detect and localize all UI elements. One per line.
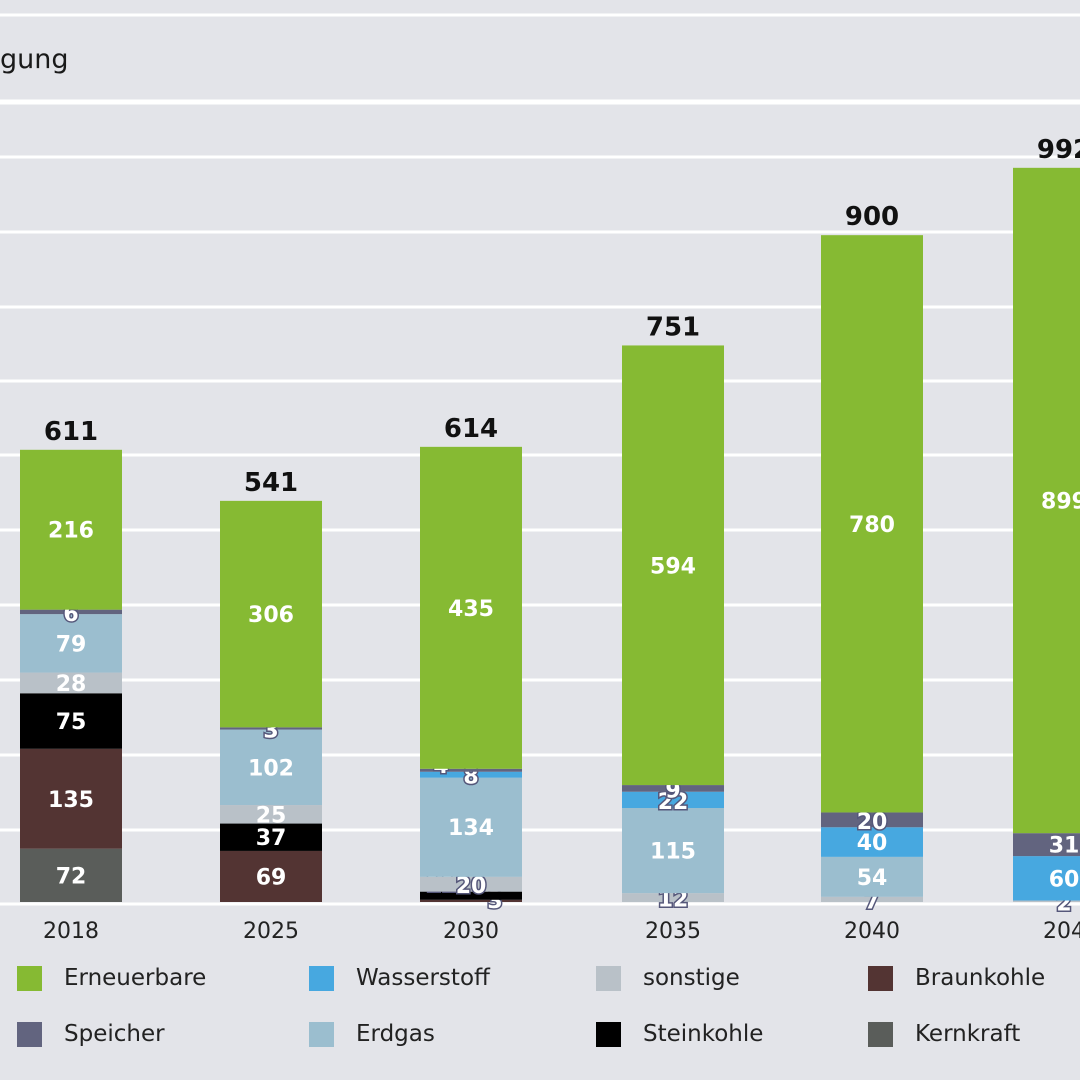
total-label: 900 (845, 202, 899, 232)
x-tick-label: 2025 (243, 919, 299, 944)
segment-label: 135 (48, 788, 94, 813)
bar-segment (622, 893, 724, 902)
bar-segment (220, 823, 322, 851)
segment-label: 216 (48, 519, 94, 544)
bar-segment (20, 693, 122, 749)
segment-label: 69 (256, 865, 287, 890)
segment-label: 20 (456, 874, 487, 899)
chart-title: gung (0, 44, 69, 75)
total-label: 541 (244, 468, 298, 498)
segment-label: 31 (1049, 834, 1080, 859)
bar-segment (420, 891, 522, 900)
bar-segment (420, 899, 522, 902)
segment-label: 115 (650, 840, 696, 865)
bar-segment (20, 609, 122, 615)
segment-label: 60 (1049, 867, 1080, 892)
segment-label: 25 (256, 803, 287, 828)
bar-segment (420, 876, 522, 892)
segment-label: 306 (248, 603, 294, 628)
segment-label: 79 (56, 632, 87, 657)
bar-segment (20, 748, 122, 849)
segment-label: 20 (857, 810, 888, 835)
bar-segment (220, 850, 322, 902)
bar-group-204: 26031899992204 (1013, 135, 1080, 944)
segment-label: 435 (448, 597, 494, 622)
bar-group-2030: 31120134844356142030 (420, 414, 522, 944)
bar-segment (20, 672, 122, 694)
bar-segment (220, 729, 322, 806)
x-tick-label: 2018 (43, 919, 99, 944)
x-tick-label: 2030 (443, 919, 499, 944)
total-label: 611 (44, 417, 98, 447)
bar-segment (1013, 856, 1080, 901)
bar-segment (20, 614, 122, 673)
bar-segment (220, 500, 322, 728)
segment-label: 780 (849, 513, 895, 538)
bar-segment (220, 805, 322, 824)
segment-label: 75 (56, 710, 87, 735)
segment-label: 102 (248, 756, 294, 781)
segment-label: 899 (1041, 489, 1080, 514)
segment-label: 72 (56, 864, 87, 889)
total-label: 614 (444, 414, 498, 444)
x-tick-label: 204 (1043, 919, 1080, 944)
bar-segment (821, 235, 923, 813)
total-label: 751 (646, 312, 700, 342)
bar-segment (420, 771, 522, 778)
segment-label: 54 (857, 866, 888, 891)
segment-label: 22 (658, 790, 689, 815)
bar-segment (20, 848, 122, 902)
bar-segment (420, 777, 522, 877)
x-tick-label: 2040 (844, 919, 900, 944)
bar-segment (821, 812, 923, 828)
bar-segment (821, 827, 923, 857)
bar-segment (622, 791, 724, 809)
segment-label: 134 (448, 816, 494, 841)
total-label: 992 (1037, 135, 1080, 165)
segment-label: 594 (650, 554, 696, 579)
bar-segment (220, 727, 322, 730)
bar-segment (622, 808, 724, 894)
bar-segment (821, 896, 923, 902)
x-tick-label: 2035 (645, 919, 701, 944)
segment-label: 40 (857, 831, 888, 856)
bar-segment (1013, 167, 1080, 834)
bar-segment (1013, 900, 1080, 902)
bar-segment (622, 785, 724, 792)
bar-segment (420, 446, 522, 769)
bar-segment (1013, 833, 1080, 857)
segment-label: 37 (256, 826, 287, 851)
bar-segment (622, 345, 724, 786)
segment-label: 28 (56, 672, 87, 697)
bar-segment (20, 449, 122, 610)
bar-segment (821, 856, 923, 897)
bar-segment (420, 768, 522, 772)
